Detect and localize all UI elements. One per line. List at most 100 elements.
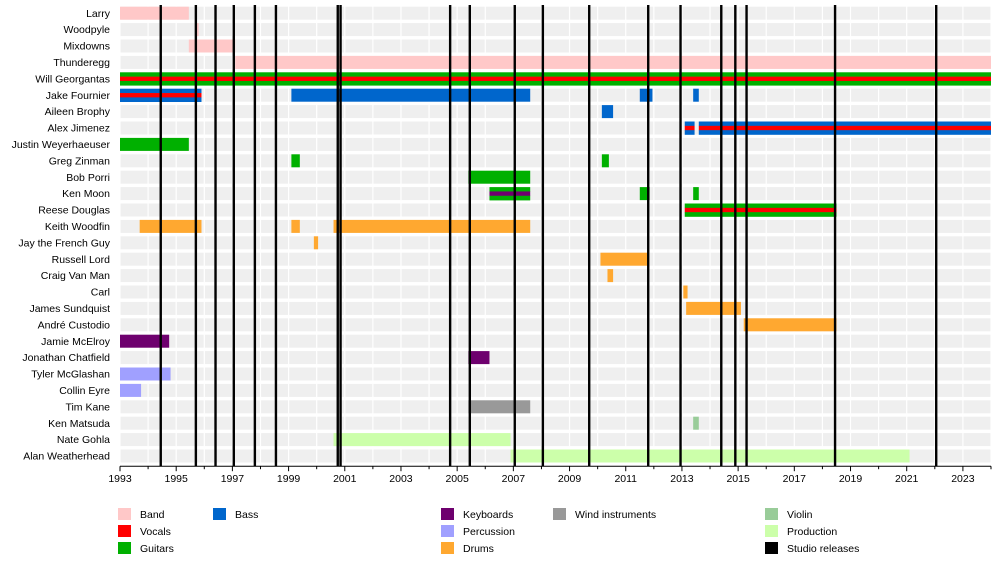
legend-swatch (553, 508, 566, 520)
band-bar (188, 39, 236, 53)
drums-bar (333, 219, 531, 233)
legend-label: Drums (463, 543, 494, 555)
member-label: Jay the French Guy (18, 237, 110, 249)
bass-bar (693, 88, 699, 102)
row-stripe (120, 400, 991, 414)
vocals-bar (698, 125, 991, 131)
member-label: Tim Kane (65, 401, 110, 413)
drums-bar (313, 236, 319, 250)
row-stripe (120, 88, 991, 102)
x-tick-label: 2015 (726, 473, 750, 485)
x-tick-label: 2003 (389, 473, 413, 485)
x-tick-label: 1999 (277, 473, 301, 485)
member-label: Thunderegg (53, 57, 110, 69)
legend-label: Percussion (463, 526, 515, 538)
bass-bar (684, 130, 695, 135)
guitars-bar (639, 187, 650, 201)
legend-swatch (765, 525, 778, 537)
legend-item-vocals: Vocals (118, 525, 171, 538)
legend: Band Vocals Guitars Bass Keyboards Percussion… (118, 508, 859, 555)
vocals-bar (120, 76, 991, 82)
row-stripe (120, 367, 991, 381)
guitars-bar (684, 203, 837, 209)
member-label: Russell Lord (52, 254, 111, 266)
row-stripe (120, 236, 991, 250)
legend-swatch (441, 508, 454, 520)
drums-bar (291, 219, 300, 233)
row-stripe (120, 170, 991, 184)
percussion-bar (120, 367, 171, 381)
row-stripe (120, 105, 991, 119)
member-label: Jake Fournier (46, 90, 111, 102)
vocals-bar (684, 207, 837, 213)
member-label: James Sundquist (29, 303, 110, 315)
drums-bar (139, 219, 202, 233)
member-label: Greg Zinman (49, 155, 110, 167)
vocals-bar (684, 125, 695, 131)
member-label: Collin Eyre (59, 385, 110, 397)
percussion-bar (120, 383, 142, 397)
member-label: Alex Jimenez (48, 123, 110, 135)
keyboards-bar (468, 351, 490, 365)
drums-bar (600, 252, 649, 266)
row-stripe (120, 318, 991, 332)
legend-item-violin: Violin (765, 508, 813, 521)
x-tick-label: 2005 (445, 473, 469, 485)
row-stripe (120, 334, 991, 348)
member-label: Reese Douglas (38, 205, 110, 217)
x-tick-label: 2013 (670, 473, 694, 485)
guitars-bar (291, 154, 300, 168)
legend-label: Production (787, 526, 837, 538)
legend-label: Wind instruments (575, 509, 656, 521)
row-stripe (120, 154, 991, 168)
band-bar (235, 55, 991, 69)
row-stripe (120, 383, 991, 397)
row-stripe (120, 23, 991, 37)
legend-swatch (441, 525, 454, 537)
member-label: Jamie McElroy (41, 336, 111, 348)
row-stripe (120, 285, 991, 299)
x-tick-label: 2001 (333, 473, 357, 485)
keyboards-bar (489, 191, 531, 197)
legend-item-percussion: Percussion (441, 525, 515, 538)
guitars-bar (120, 137, 189, 151)
guitars-bar (684, 212, 837, 217)
guitars-bar (489, 187, 531, 192)
legend-item-guitars: Guitars (118, 542, 174, 555)
legend-item-bass: Bass (213, 508, 258, 521)
row-stripe (120, 252, 991, 266)
member-label: Larry (86, 8, 111, 20)
legend-item-studio: Studio releases (765, 542, 859, 555)
member-label: Ken Moon (62, 188, 110, 200)
production-bar (510, 449, 910, 463)
x-tick-label: 2009 (558, 473, 582, 485)
guitars-bar (120, 80, 991, 86)
row-stripe (120, 187, 991, 201)
legend-label: Band (140, 509, 165, 521)
member-labels: Larry Woodpyle Mixdowns Thunderegg Will Geor… (12, 8, 111, 463)
x-tick-label: 1993 (108, 473, 132, 485)
guitars-bar (693, 187, 699, 201)
keyboards-bar (120, 334, 170, 348)
bass-bar (698, 121, 991, 127)
member-label: Aileen Brophy (45, 106, 111, 118)
member-label: Carl (91, 287, 110, 299)
drums-bar (743, 318, 837, 332)
legend-swatch (118, 542, 131, 554)
legend-item-band: Band (118, 508, 165, 521)
production-bar (333, 433, 511, 447)
row-stripe (120, 6, 991, 20)
member-label: Alan Weatherhead (23, 451, 110, 463)
legend-label: Vocals (140, 526, 171, 538)
legend-item-production: Production (765, 525, 837, 538)
legend-label: Guitars (140, 543, 174, 555)
member-label: Craig Van Man (41, 270, 110, 282)
x-tick-label: 2007 (502, 473, 526, 485)
x-axis: 1993 1995 1997 1999 2001 2003 2005 2007 2009 2011… (108, 465, 992, 485)
row-stripe (120, 416, 991, 430)
legend-item-wind: Wind instruments (553, 508, 656, 521)
member-label: Ken Matsuda (48, 418, 110, 430)
legend-swatch (213, 508, 226, 520)
member-label: Bob Porri (66, 172, 110, 184)
legend-item-drums: Drums (441, 542, 494, 555)
